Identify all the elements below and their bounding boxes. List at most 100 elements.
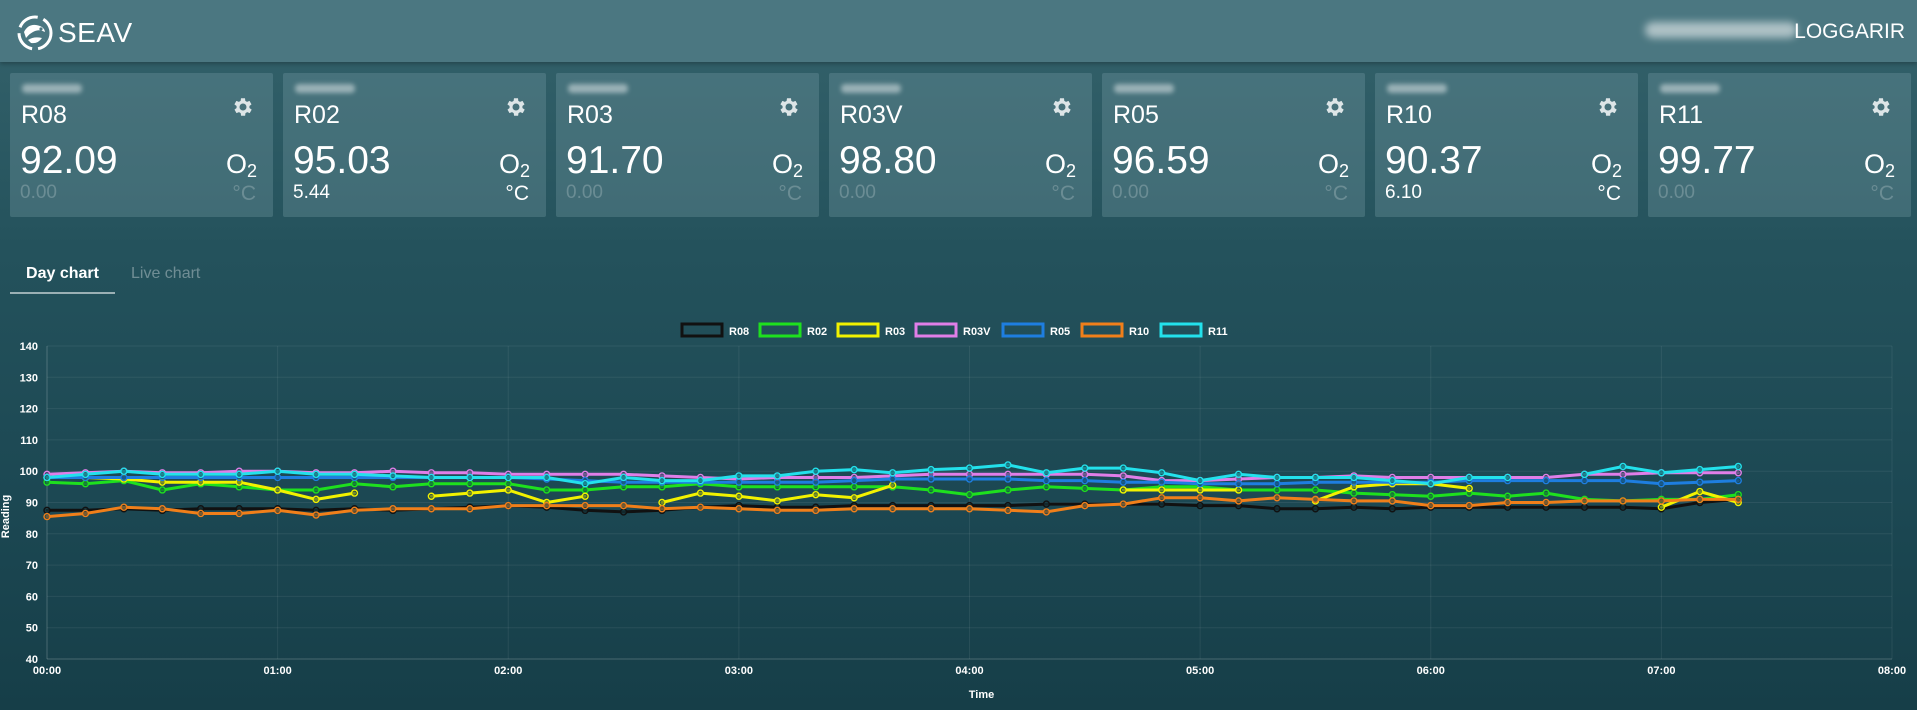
gear-icon[interactable] — [1050, 95, 1074, 119]
unit-symbol: O — [1317, 149, 1339, 179]
temperature-value: 0.00 — [1658, 182, 1695, 203]
data-point-r02 — [312, 486, 320, 494]
sensor-label-redacted — [1660, 84, 1720, 93]
y-tick-label: 40 — [26, 654, 38, 666]
legend-swatch-r10 — [1080, 322, 1124, 338]
tab-live-chart[interactable]: Live chart — [131, 265, 201, 282]
data-point-r11 — [197, 470, 205, 479]
unit-symbol: O — [1590, 149, 1612, 179]
data-point-r02 — [1503, 492, 1512, 500]
legend-label-r10: R10 — [1129, 326, 1149, 338]
oxygen-value: 96.59 — [1112, 139, 1210, 182]
oxygen-value: 90.37 — [1385, 139, 1483, 182]
data-point-r05 — [1619, 476, 1627, 485]
app-logo[interactable]: SEAV — [14, 12, 133, 54]
data-point-r02 — [850, 483, 858, 491]
data-point-r11 — [1157, 469, 1166, 477]
sensor-label-redacted — [295, 84, 355, 93]
data-point-r11 — [927, 465, 935, 474]
gear-icon[interactable] — [231, 95, 255, 119]
gear-icon[interactable] — [1596, 95, 1620, 119]
sensor-label-redacted — [568, 84, 628, 93]
data-point-r10 — [542, 501, 551, 510]
sensor-card-r10[interactable]: R10 90.37 O2 6.10 °C — [1375, 73, 1638, 217]
data-point-r05 — [1273, 480, 1281, 488]
oxygen-unit: O2 — [1864, 149, 1895, 182]
gear-icon[interactable] — [777, 95, 801, 119]
temperature-unit: °C — [1324, 182, 1348, 205]
gear-icon[interactable] — [1869, 95, 1893, 119]
data-point-r11 — [735, 472, 743, 480]
data-point-r05 — [1734, 476, 1742, 485]
data-point-r11 — [1311, 473, 1320, 482]
data-point-r10 — [1004, 506, 1012, 515]
data-point-r02 — [466, 480, 474, 488]
data-point-r03 — [696, 489, 705, 497]
data-point-r05 — [735, 478, 743, 486]
data-point-r11 — [1196, 476, 1204, 485]
data-point-r03 — [1119, 486, 1127, 494]
sensor-card-r05[interactable]: R05 96.59 O2 0.00 °C — [1102, 73, 1365, 217]
data-point-r10 — [888, 505, 897, 513]
sensor-card-r11[interactable]: R11 99.77 O2 0.00 °C — [1648, 73, 1911, 217]
data-point-r10 — [965, 505, 974, 513]
legend-label-r11: R11 — [1208, 326, 1228, 338]
data-point-r11 — [1388, 476, 1397, 485]
sensor-name: R11 — [1659, 101, 1704, 129]
data-point-r05 — [1081, 476, 1089, 485]
data-point-r08 — [1388, 505, 1397, 513]
data-point-r02 — [158, 486, 167, 494]
gear-icon[interactable] — [504, 95, 528, 119]
sensor-label-redacted — [841, 84, 901, 93]
y-tick-label: 110 — [20, 435, 38, 447]
data-point-r10 — [619, 501, 628, 510]
data-point-r10 — [1196, 494, 1204, 502]
unit-subscript: 2 — [1338, 161, 1349, 181]
legend-label-r03v: R03V — [963, 326, 991, 338]
data-point-r11 — [1427, 480, 1435, 488]
x-tick-label: 08:00 — [1878, 665, 1906, 677]
data-point-r05 — [1119, 478, 1127, 486]
sensor-card-r02[interactable]: R02 95.03 O2 5.44 °C — [283, 73, 546, 217]
data-point-r10 — [389, 505, 397, 513]
data-point-r05 — [1696, 478, 1704, 486]
data-point-r11 — [888, 469, 897, 477]
gear-icon[interactable] — [1323, 95, 1347, 119]
tab-day-chart[interactable]: Day chart — [10, 258, 115, 294]
sensor-label-redacted — [1387, 84, 1447, 93]
y-tick-label: 120 — [20, 404, 38, 416]
data-point-r10 — [1273, 494, 1281, 502]
x-tick-label: 05:00 — [1186, 665, 1214, 677]
data-point-r10 — [1580, 497, 1589, 505]
sensor-name: R05 — [1113, 101, 1159, 129]
y-tick-label: 90 — [26, 498, 38, 510]
sensor-card-r03[interactable]: R03 91.70 O2 0.00 °C — [556, 73, 819, 217]
data-point-r08 — [1273, 505, 1281, 513]
sensor-card-r03v[interactable]: R03V 98.80 O2 0.00 °C — [829, 73, 1092, 217]
data-point-r03v — [1081, 470, 1089, 479]
user-name-redacted — [1645, 22, 1797, 38]
oxygen-value: 99.77 — [1658, 139, 1756, 182]
data-point-r11 — [619, 473, 628, 482]
data-point-r03 — [504, 486, 512, 494]
y-tick-label: 100 — [20, 466, 38, 478]
sensor-name: R02 — [294, 101, 340, 129]
data-point-r10 — [350, 506, 359, 515]
data-point-r03 — [850, 494, 858, 502]
sensor-card-r08[interactable]: R08 92.09 O2 0.00 °C — [10, 73, 273, 217]
data-point-r10 — [1350, 497, 1358, 505]
data-point-r03 — [466, 489, 474, 497]
data-point-r10 — [658, 505, 666, 513]
logout-button[interactable]: LOGGARIR — [1794, 20, 1905, 43]
data-point-r10 — [696, 503, 705, 511]
data-point-r08 — [1350, 503, 1358, 511]
data-point-r10 — [1542, 498, 1550, 507]
data-point-r11 — [312, 470, 320, 479]
data-point-r02 — [1388, 490, 1397, 499]
data-point-r11 — [850, 465, 858, 474]
data-point-r10 — [581, 501, 589, 510]
data-point-r11 — [1042, 469, 1051, 477]
data-point-r05 — [1042, 476, 1051, 485]
data-point-r10 — [427, 505, 436, 513]
oxygen-unit: O2 — [1318, 149, 1349, 182]
